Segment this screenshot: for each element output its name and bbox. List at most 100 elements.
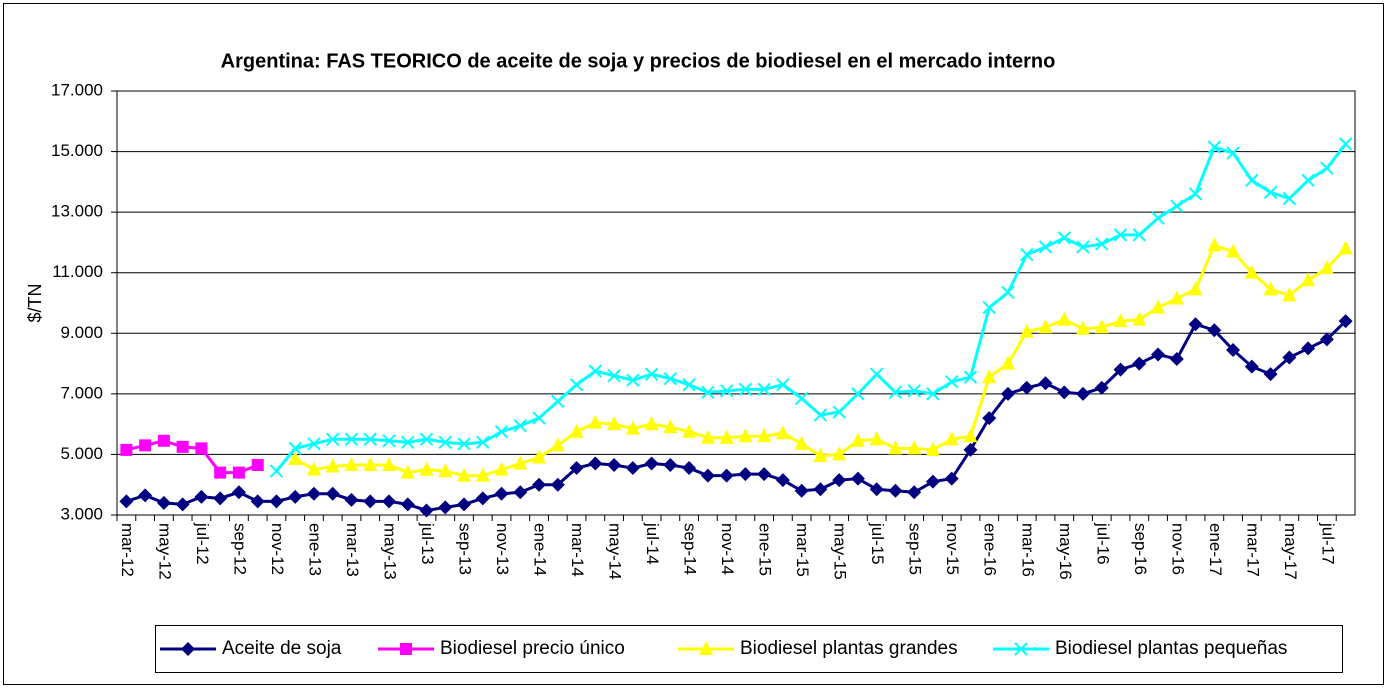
point bbox=[1319, 332, 1334, 347]
x-tick-label: nov-13 bbox=[493, 523, 512, 575]
legend-marker bbox=[699, 641, 713, 655]
point bbox=[1132, 356, 1147, 371]
point bbox=[832, 405, 846, 419]
point bbox=[1057, 231, 1071, 245]
point bbox=[494, 425, 509, 439]
x-tick-label: may-14 bbox=[606, 523, 625, 580]
point bbox=[438, 463, 453, 478]
point bbox=[1170, 199, 1184, 213]
point bbox=[1076, 386, 1091, 401]
point bbox=[569, 461, 584, 476]
point bbox=[663, 419, 678, 434]
point bbox=[344, 457, 359, 472]
point bbox=[963, 370, 978, 384]
point bbox=[682, 423, 697, 438]
point bbox=[1019, 323, 1034, 338]
y-tick-label: 17.000 bbox=[51, 80, 103, 99]
point bbox=[1095, 237, 1109, 251]
point bbox=[1000, 386, 1015, 401]
point bbox=[775, 473, 790, 488]
x-tick-label: mar-13 bbox=[343, 523, 362, 577]
point bbox=[381, 494, 396, 509]
point bbox=[195, 442, 208, 455]
point bbox=[550, 437, 565, 452]
point bbox=[1020, 247, 1034, 262]
point bbox=[663, 372, 678, 386]
y-tick-label: 7.000 bbox=[60, 383, 103, 402]
point bbox=[513, 455, 528, 470]
series-line bbox=[275, 143, 1347, 473]
x-tick-label: jul-13 bbox=[418, 522, 437, 565]
point bbox=[344, 492, 359, 507]
point bbox=[1301, 272, 1316, 287]
point bbox=[382, 434, 396, 448]
point bbox=[1188, 281, 1203, 296]
point bbox=[1207, 237, 1222, 252]
point bbox=[551, 394, 565, 409]
point bbox=[1263, 281, 1278, 296]
point bbox=[1094, 319, 1109, 334]
point bbox=[794, 483, 809, 498]
point bbox=[1207, 323, 1222, 338]
x-tick-label: nov-16 bbox=[1168, 523, 1187, 575]
y-tick-label: 9.000 bbox=[60, 323, 103, 342]
point bbox=[139, 439, 152, 452]
point bbox=[288, 489, 303, 504]
point bbox=[832, 446, 847, 461]
point bbox=[550, 477, 565, 492]
point bbox=[588, 414, 603, 429]
x-tick-label: sep-15 bbox=[906, 523, 925, 575]
point bbox=[1038, 376, 1053, 391]
point bbox=[644, 456, 659, 471]
point bbox=[401, 435, 415, 450]
point bbox=[757, 428, 772, 443]
point bbox=[1113, 313, 1128, 328]
point bbox=[1319, 260, 1334, 275]
point bbox=[250, 494, 265, 509]
point bbox=[288, 441, 302, 456]
point bbox=[269, 494, 284, 509]
legend-marker bbox=[1014, 642, 1028, 656]
point bbox=[457, 497, 472, 512]
point bbox=[1132, 228, 1146, 242]
point bbox=[269, 464, 284, 478]
x-tick-label: mar-14 bbox=[568, 523, 587, 577]
point bbox=[1263, 367, 1278, 382]
point bbox=[607, 416, 622, 431]
chart-title: Argentina: FAS TEORICO de aceite de soja… bbox=[221, 50, 1056, 72]
point bbox=[532, 477, 547, 492]
x-tick-label: jul-17 bbox=[1318, 522, 1337, 565]
point bbox=[1151, 299, 1166, 314]
point bbox=[607, 368, 621, 383]
point bbox=[944, 431, 959, 446]
x-tick-label: mar-16 bbox=[1018, 523, 1037, 577]
point bbox=[944, 471, 959, 486]
point bbox=[569, 423, 584, 438]
point bbox=[1338, 240, 1353, 255]
point bbox=[363, 457, 378, 472]
point bbox=[1076, 240, 1090, 254]
point bbox=[138, 488, 153, 503]
point bbox=[232, 466, 245, 479]
point bbox=[363, 494, 378, 509]
point bbox=[625, 461, 640, 476]
y-tick-label: 15.000 bbox=[51, 141, 103, 160]
point bbox=[1226, 146, 1240, 160]
point bbox=[475, 491, 490, 506]
point bbox=[176, 440, 189, 453]
x-tick-label: ene-17 bbox=[1206, 523, 1225, 576]
legend-label: Biodiesel plantas pequeñas bbox=[1055, 638, 1287, 659]
point bbox=[400, 464, 415, 479]
legend-label: Biodiesel precio único bbox=[440, 638, 625, 659]
point bbox=[625, 420, 640, 435]
point bbox=[532, 449, 547, 464]
point bbox=[288, 450, 303, 465]
point bbox=[663, 458, 678, 473]
x-tick-label: ene-14 bbox=[531, 523, 550, 576]
point bbox=[869, 367, 884, 381]
x-tick-label: ene-16 bbox=[981, 523, 1000, 576]
point bbox=[1001, 285, 1015, 300]
point bbox=[794, 435, 809, 450]
point bbox=[794, 391, 809, 406]
x-tick-label: sep-14 bbox=[681, 523, 700, 575]
